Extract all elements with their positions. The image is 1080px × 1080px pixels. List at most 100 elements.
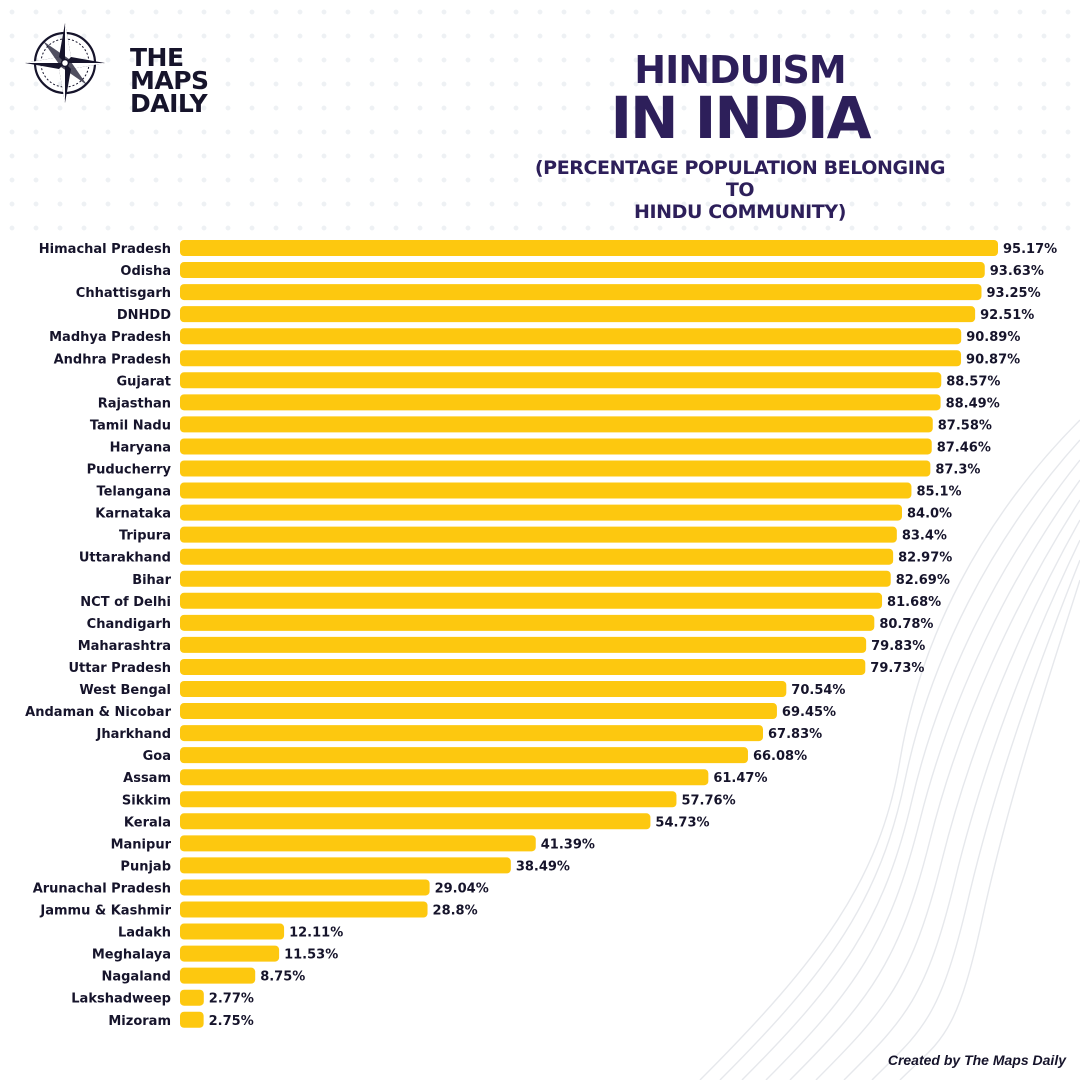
category-label: Lakshadweep bbox=[71, 992, 171, 1007]
category-label: Himachal Pradesh bbox=[39, 242, 171, 257]
category-label: Uttarakhand bbox=[79, 551, 171, 566]
value-label: 87.3% bbox=[935, 463, 980, 478]
brand-name: THE MAPS DAILY bbox=[130, 45, 209, 116]
category-label: Maharashtra bbox=[78, 639, 171, 654]
category-label: Goa bbox=[143, 749, 171, 764]
category-label: Odisha bbox=[120, 264, 171, 279]
category-label: Manipur bbox=[111, 837, 172, 852]
value-label: 92.51% bbox=[980, 308, 1034, 323]
dot-pattern-background bbox=[0, 0, 1080, 240]
bar bbox=[180, 482, 912, 499]
bar bbox=[180, 416, 933, 433]
bar bbox=[180, 570, 891, 587]
bar bbox=[180, 945, 280, 962]
title-line-2: IN INDIA bbox=[610, 84, 871, 152]
category-label: Sikkim bbox=[122, 793, 171, 808]
value-label: 79.73% bbox=[870, 661, 924, 676]
bar bbox=[180, 394, 941, 411]
category-label: Mizoram bbox=[108, 1014, 171, 1029]
value-label: 66.08% bbox=[753, 749, 807, 764]
bar bbox=[180, 614, 875, 631]
value-label: 12.11% bbox=[289, 926, 343, 941]
value-label: 2.77% bbox=[209, 992, 254, 1007]
category-label: Haryana bbox=[110, 440, 171, 455]
category-label: Jammu & Kashmir bbox=[39, 904, 171, 919]
category-label: Kerala bbox=[124, 815, 171, 830]
bar bbox=[180, 284, 982, 301]
value-label: 2.75% bbox=[209, 1014, 254, 1029]
bar bbox=[180, 791, 677, 808]
subtitle-line-2: HINDU COMMUNITY) bbox=[634, 201, 846, 223]
bar bbox=[180, 328, 962, 345]
brand-logo: THE MAPS DAILY bbox=[22, 20, 262, 116]
value-label: 11.53% bbox=[284, 948, 338, 963]
bar bbox=[180, 967, 256, 984]
value-label: 79.83% bbox=[871, 639, 925, 654]
value-label: 87.46% bbox=[937, 440, 991, 455]
value-label: 85.1% bbox=[916, 485, 961, 500]
bar bbox=[180, 747, 748, 764]
bar bbox=[180, 703, 777, 720]
category-label: Ladakh bbox=[118, 926, 171, 941]
category-label: Tamil Nadu bbox=[90, 418, 171, 433]
value-label: 95.17% bbox=[1003, 242, 1057, 257]
category-label: Andhra Pradesh bbox=[54, 352, 171, 367]
value-label: 82.97% bbox=[898, 551, 952, 566]
category-label: Bihar bbox=[132, 573, 171, 588]
bar bbox=[180, 306, 976, 323]
category-label: Uttar Pradesh bbox=[68, 661, 171, 676]
bar bbox=[180, 923, 285, 940]
category-label: Nagaland bbox=[101, 970, 171, 985]
bar bbox=[180, 681, 787, 697]
value-label: 84.0% bbox=[907, 507, 952, 522]
category-label: Madhya Pradesh bbox=[49, 330, 171, 345]
value-label: 54.73% bbox=[655, 815, 709, 830]
bar bbox=[180, 857, 511, 874]
value-label: 90.89% bbox=[966, 330, 1020, 345]
bar bbox=[180, 813, 651, 830]
category-label: West Bengal bbox=[79, 683, 171, 698]
value-label: 81.68% bbox=[887, 595, 941, 610]
category-label: Rajasthan bbox=[98, 396, 171, 411]
value-label: 69.45% bbox=[782, 705, 836, 720]
bar bbox=[180, 769, 709, 786]
value-label: 38.49% bbox=[516, 859, 570, 874]
category-label: Karnataka bbox=[95, 507, 171, 522]
category-label: Puducherry bbox=[87, 463, 172, 478]
bar bbox=[180, 1011, 204, 1028]
category-label: Gujarat bbox=[116, 374, 171, 389]
bar bbox=[180, 879, 430, 896]
value-label: 88.49% bbox=[946, 396, 1000, 411]
category-label: Punjab bbox=[120, 859, 171, 874]
bar bbox=[180, 725, 764, 742]
category-label: Chhattisgarh bbox=[76, 286, 171, 301]
bar bbox=[180, 504, 902, 521]
value-label: 93.63% bbox=[990, 264, 1044, 279]
category-label: Meghalaya bbox=[92, 948, 171, 963]
bar bbox=[180, 372, 942, 389]
value-label: 8.75% bbox=[260, 970, 305, 985]
value-label: 41.39% bbox=[541, 837, 595, 852]
value-label: 80.78% bbox=[879, 617, 933, 632]
value-label: 57.76% bbox=[681, 793, 735, 808]
bar bbox=[180, 438, 932, 455]
bar bbox=[180, 989, 204, 1006]
category-label: Chandigarh bbox=[87, 617, 171, 632]
bar bbox=[180, 835, 536, 852]
bar bbox=[180, 548, 894, 565]
category-label: Jharkhand bbox=[95, 727, 171, 742]
value-label: 29.04% bbox=[435, 881, 489, 896]
subtitle: (PERCENTAGE POPULATION BELONGING TO HIND… bbox=[520, 157, 960, 223]
bar bbox=[180, 526, 897, 543]
bar bbox=[180, 901, 428, 918]
subtitle-line-1: (PERCENTAGE POPULATION BELONGING TO bbox=[534, 157, 946, 201]
value-label: 82.69% bbox=[896, 573, 950, 588]
compass-icon bbox=[25, 23, 105, 103]
category-label: Telangana bbox=[96, 485, 171, 500]
category-label: Tripura bbox=[119, 529, 171, 544]
value-label: 87.58% bbox=[938, 418, 992, 433]
category-label: Andaman & Nicobar bbox=[25, 705, 171, 720]
